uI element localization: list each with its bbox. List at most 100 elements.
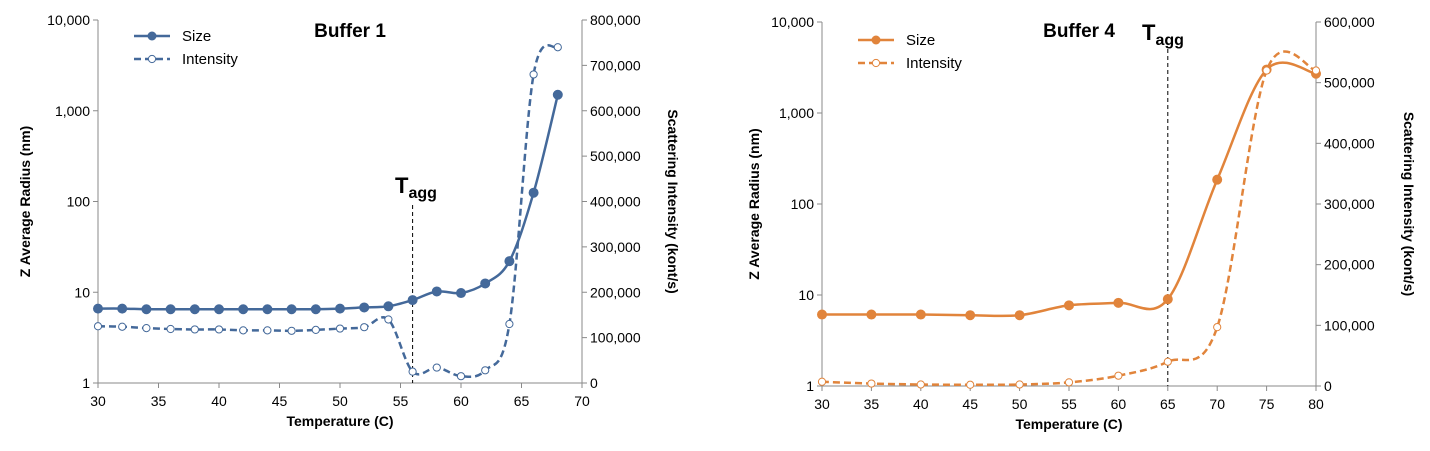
x-tick-label: 30 xyxy=(814,396,830,412)
x-tick-label: 30 xyxy=(90,393,106,409)
data-point-intensity xyxy=(529,70,538,79)
data-point-intensity xyxy=(360,323,369,332)
data-point-size xyxy=(189,304,200,315)
tagg-main: T xyxy=(395,173,409,198)
x-tick-label: 65 xyxy=(514,393,530,409)
y2-tick-label: 400,000 xyxy=(1324,135,1375,151)
x-tick-label: 80 xyxy=(1308,396,1324,412)
data-point-intensity xyxy=(335,324,345,333)
legend-entry-size: Size xyxy=(858,32,935,49)
data-point-intensity xyxy=(239,326,248,335)
data-point-size xyxy=(1064,300,1074,311)
y-tick-label: 100 xyxy=(67,194,91,210)
data-point-size xyxy=(456,288,466,299)
legend-label: Intensity xyxy=(906,55,962,72)
data-point-size xyxy=(117,303,128,314)
y2-tick-label: 300,000 xyxy=(1324,196,1375,212)
data-point-size xyxy=(431,286,442,297)
series-line-size xyxy=(97,94,560,311)
data-point-intensity xyxy=(93,322,103,331)
y-tick-label: 10,000 xyxy=(771,14,814,30)
x-tick-label: 75 xyxy=(1259,396,1275,412)
legend-label: Size xyxy=(182,28,211,45)
y2-tick-label: 100,000 xyxy=(1324,317,1375,333)
data-point-size xyxy=(335,303,345,314)
x-tick-label: 45 xyxy=(962,396,978,412)
data-point-size xyxy=(165,304,176,315)
data-point-size xyxy=(407,295,418,306)
y2-tick-label: 100,000 xyxy=(590,330,641,346)
x-axis-title: Temperature (C) xyxy=(286,413,393,429)
y2-tick-label: 500,000 xyxy=(590,148,641,164)
data-point-size xyxy=(965,310,976,321)
y2-tick-label: 400,000 xyxy=(590,194,641,210)
data-point-intensity xyxy=(1015,380,1024,389)
data-point-size xyxy=(817,309,827,320)
y2-tick-label: 800,000 xyxy=(590,12,641,28)
y2-tick-label: 300,000 xyxy=(590,239,641,255)
y-tick-label: 1 xyxy=(82,375,90,391)
data-point-intensity xyxy=(408,367,417,376)
x-tick-label: 70 xyxy=(1209,396,1225,412)
data-point-intensity xyxy=(384,315,393,324)
data-point-intensity xyxy=(166,324,175,334)
data-point-intensity xyxy=(142,323,151,333)
x-tick-label: 55 xyxy=(1061,396,1077,412)
y-tick-label: 1 xyxy=(806,378,814,394)
legend-entry-intensity: Intensity xyxy=(134,51,238,68)
y-tick-label: 1,000 xyxy=(55,103,90,119)
data-point-size xyxy=(383,301,394,312)
data-point-size xyxy=(214,304,224,315)
data-point-size xyxy=(480,278,491,289)
data-point-intensity xyxy=(311,325,320,335)
legend-entry-intensity: Intensity xyxy=(858,55,962,72)
data-point-intensity xyxy=(817,377,827,386)
data-point-size xyxy=(238,304,249,315)
data-point-intensity xyxy=(214,325,224,334)
y2-axis-title: Scattering Intensity (kont/s) xyxy=(665,109,681,293)
data-point-intensity xyxy=(1064,378,1074,387)
y-tick-label: 10 xyxy=(74,284,90,300)
series-line-intensity xyxy=(97,44,559,379)
data-point-intensity xyxy=(432,363,441,372)
data-point-intensity xyxy=(287,326,296,335)
series-intensity xyxy=(93,43,562,381)
data-point-intensity xyxy=(190,325,199,334)
x-tick-label: 35 xyxy=(151,393,167,409)
data-point-size xyxy=(1212,174,1223,185)
data-point-intensity xyxy=(1213,323,1222,332)
y2-axis-title: Scattering Intensity (kont/s) xyxy=(1401,112,1417,296)
y2-tick-label: 700,000 xyxy=(590,57,641,73)
x-tick-label: 50 xyxy=(1012,396,1028,412)
x-tick-label: 40 xyxy=(211,393,227,409)
y2-tick-label: 600,000 xyxy=(1324,14,1375,30)
x-tick-label: 55 xyxy=(393,393,409,409)
data-point-intensity xyxy=(867,379,876,388)
data-point-intensity xyxy=(1262,66,1271,75)
chart-panel-2: 30 35 40 45 50 55 60 65 70 75 80 1 10 100 1,000 10,000 0… xyxy=(746,14,1417,432)
data-point-size xyxy=(1014,310,1025,321)
y2-tick-label: 500,000 xyxy=(1324,75,1375,91)
data-point-intensity xyxy=(966,380,975,389)
x-tick-label: 45 xyxy=(272,393,288,409)
legend-label: Intensity xyxy=(182,51,238,68)
tagg-sub: agg xyxy=(1155,32,1183,49)
data-point-size xyxy=(1113,297,1124,308)
series-size xyxy=(93,89,563,315)
data-point-size xyxy=(1162,294,1173,305)
legend-marker xyxy=(871,58,881,68)
tagg-annotation: Tagg xyxy=(1142,20,1184,49)
data-point-size xyxy=(93,303,103,314)
y-axis-title: Z Average Radius (nm) xyxy=(17,126,33,277)
data-point-intensity xyxy=(118,322,127,331)
x-tick-label: 60 xyxy=(453,393,469,409)
data-point-size xyxy=(141,304,152,315)
y-tick-label: 1,000 xyxy=(779,105,814,121)
legend-entry-size: Size xyxy=(134,28,211,45)
data-point-size xyxy=(310,304,321,315)
data-point-intensity xyxy=(263,326,272,335)
legend-marker xyxy=(147,54,157,64)
y-axis-title: Z Average Radius (nm) xyxy=(746,128,762,279)
y2-tick-label: 0 xyxy=(590,375,598,391)
